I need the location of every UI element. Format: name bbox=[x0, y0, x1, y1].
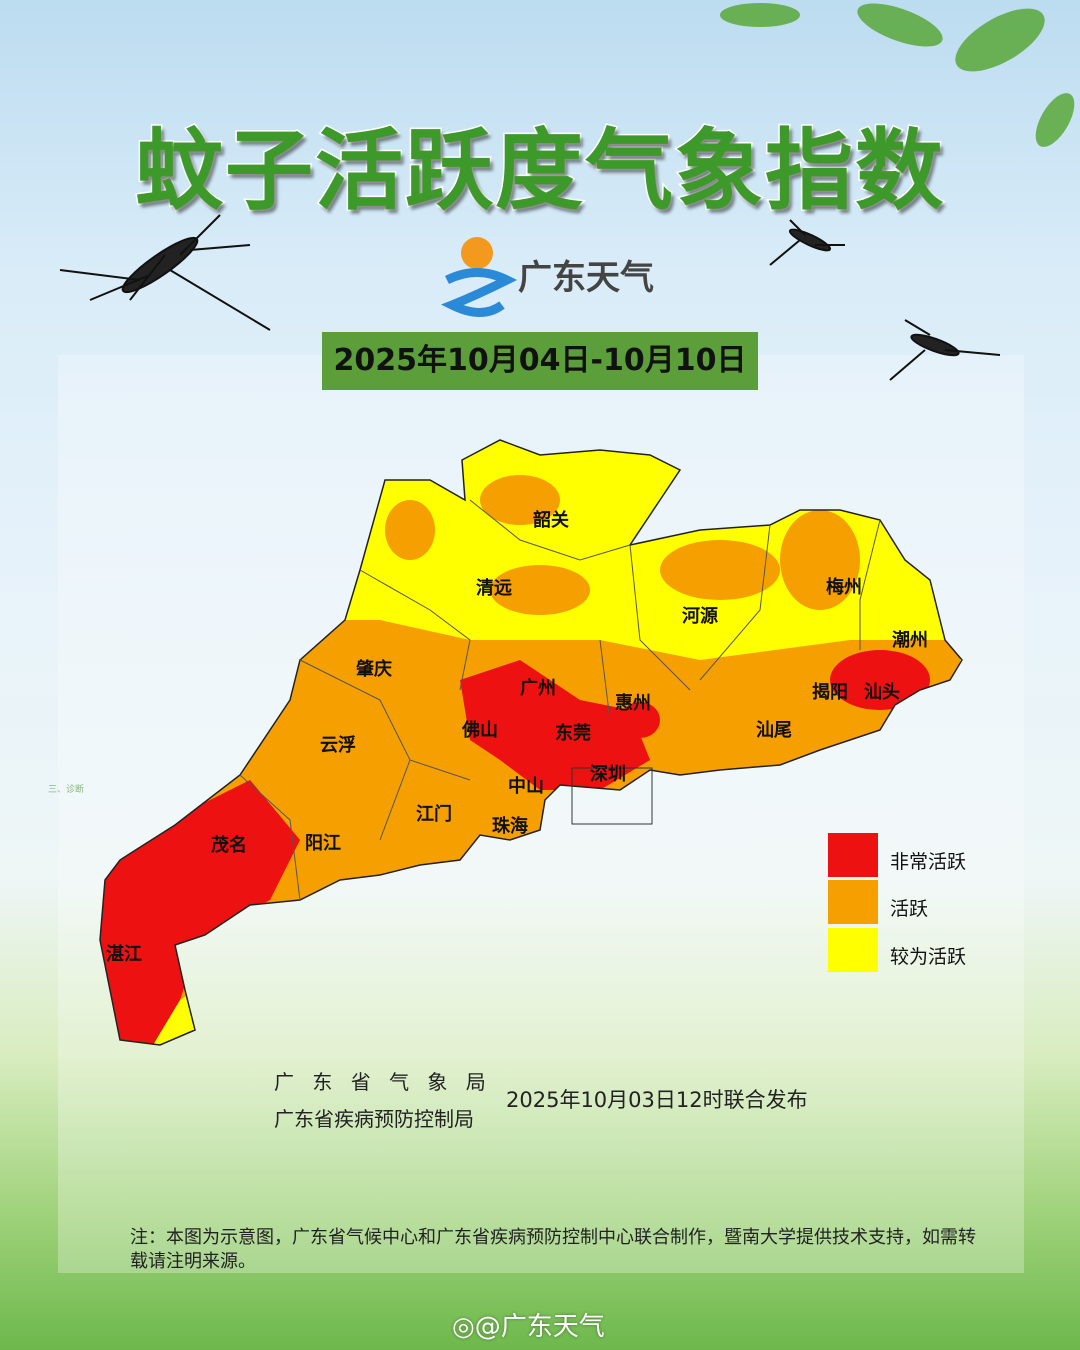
city-label: 肇庆 bbox=[356, 659, 392, 680]
legend-swatch-moderately-active bbox=[828, 928, 878, 972]
date-range-banner: 2025年10月04日-10月10日 bbox=[322, 332, 758, 390]
leaves-icon bbox=[720, 3, 1075, 147]
city-label: 河源 bbox=[682, 606, 718, 627]
city-label: 东莞 bbox=[555, 723, 591, 744]
city-label: 潮州 bbox=[892, 630, 928, 651]
city-label: 茂名 bbox=[211, 835, 247, 856]
issuer-disease-control-bureau: 广东省疾病预防控制局 bbox=[274, 1107, 474, 1131]
city-label: 韶关 bbox=[533, 510, 569, 531]
city-label: 江门 bbox=[416, 804, 452, 825]
legend-label: 活跃 bbox=[890, 898, 929, 920]
city-label: 湛江 bbox=[106, 944, 142, 965]
city-label: 珠海 bbox=[492, 816, 528, 837]
region-very-active bbox=[100, 650, 930, 1045]
legend-swatch-very-active bbox=[828, 833, 878, 877]
legend-label: 较为活跃 bbox=[890, 946, 967, 968]
legend-label: 非常活跃 bbox=[890, 851, 967, 873]
city-label: 中山 bbox=[508, 776, 544, 797]
city-label: 惠州 bbox=[615, 693, 651, 714]
city-boundaries bbox=[239, 499, 881, 901]
city-label: 云浮 bbox=[320, 735, 356, 756]
faint-text: 三、诊断 bbox=[48, 785, 85, 795]
hong-kong-macau-box bbox=[571, 767, 653, 825]
publish-time: 2025年10月03日12时联合发布 bbox=[506, 1088, 808, 1112]
footnote: 注：本图为示意图，广东省气候中心和广东省疾病预防控制中心联合制作，暨南大学提供技… bbox=[130, 1227, 976, 1272]
city-label: 清远 bbox=[476, 578, 512, 599]
page-title: 蚊子活跃度气象指数 bbox=[133, 118, 945, 224]
city-label: 佛山 bbox=[462, 720, 498, 741]
weibo-watermark: ◎@广东天气 bbox=[452, 1306, 605, 1343]
city-label: 梅州 bbox=[826, 577, 862, 598]
guangdong-weather-logo-icon bbox=[441, 237, 518, 317]
city-label: 广州 bbox=[520, 678, 556, 699]
city-label: 汕头 bbox=[864, 682, 900, 703]
city-label: 阳江 bbox=[305, 833, 341, 854]
mosquito-icon bbox=[59, 214, 1001, 381]
logo-text: 广东天气 bbox=[518, 258, 654, 298]
weibo-icon: ◎ bbox=[452, 1312, 475, 1342]
city-label: 揭阳 bbox=[812, 682, 848, 703]
watermark-text: @广东天气 bbox=[474, 1312, 605, 1342]
issuer-meteorological-bureau: 广 东 省 气 象 局 bbox=[274, 1070, 492, 1094]
city-label: 汕尾 bbox=[756, 720, 792, 741]
legend-swatch-active bbox=[828, 880, 878, 924]
city-label: 深圳 bbox=[590, 764, 626, 785]
